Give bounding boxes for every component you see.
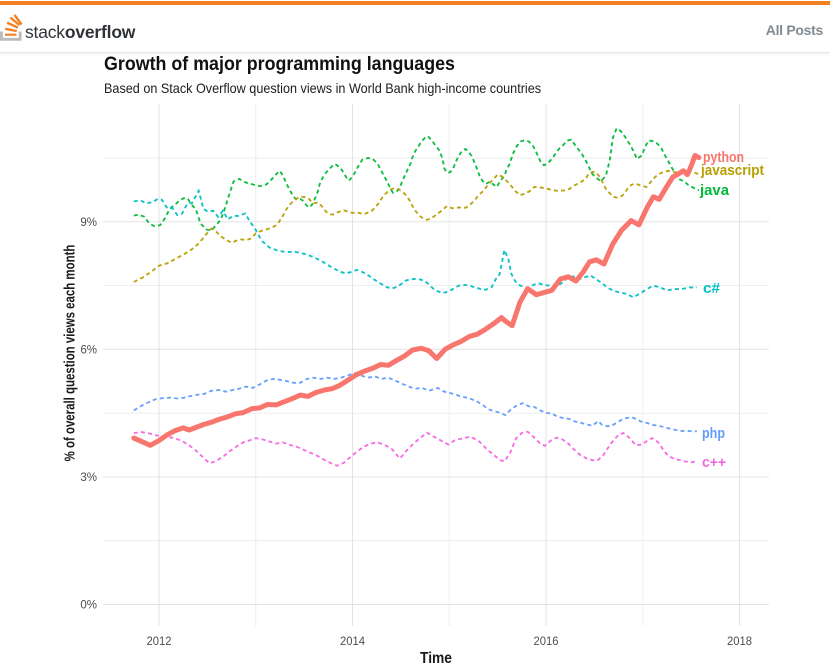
svg-text:2016: 2016 <box>534 636 559 648</box>
svg-text:c#: c# <box>703 280 721 297</box>
svg-text:php: php <box>702 425 725 442</box>
svg-text:2014: 2014 <box>340 636 366 648</box>
svg-text:2012: 2012 <box>147 636 172 648</box>
svg-text:2018: 2018 <box>727 636 752 648</box>
svg-text:3%: 3% <box>80 472 97 484</box>
svg-text:% of overall question views ea: % of overall question views each month <box>61 245 78 462</box>
svg-text:6%: 6% <box>80 345 97 357</box>
svg-text:9%: 9% <box>80 217 97 229</box>
svg-text:0%: 0% <box>80 600 97 612</box>
svg-text:c++: c++ <box>702 454 726 471</box>
svg-text:python: python <box>703 149 744 166</box>
svg-text:Time: Time <box>420 650 452 667</box>
svg-text:java: java <box>699 182 730 199</box>
svg-text:javascript: javascript <box>700 162 764 179</box>
